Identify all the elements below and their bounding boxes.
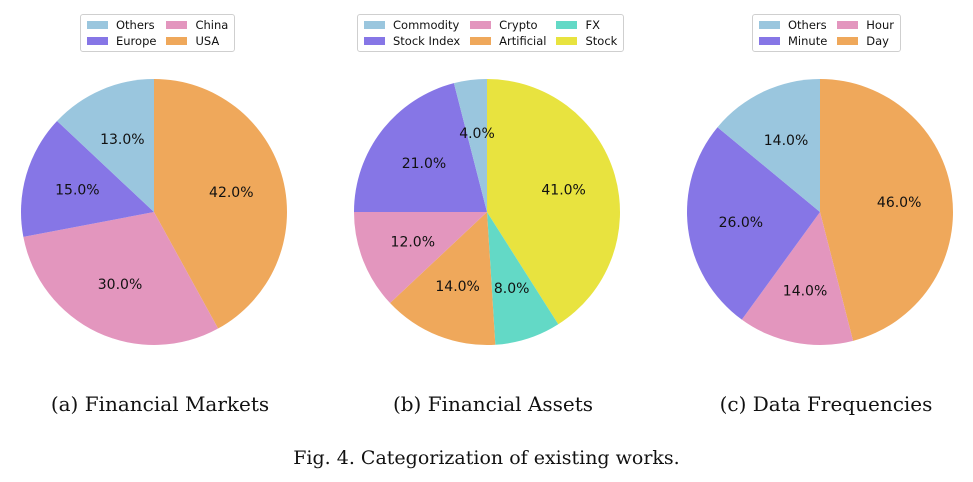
slice-percent-label: 14.0% xyxy=(783,283,827,299)
legend: Commodity Stock Index Crypto Artificial FX St… xyxy=(357,14,625,52)
slice-percent-label: 14.0% xyxy=(764,133,808,149)
legend: Others Europe China USA xyxy=(80,14,236,52)
pie-slice-stock xyxy=(487,79,621,325)
pie-slice-others xyxy=(57,79,154,212)
legend-label: China xyxy=(195,18,229,32)
pie-chart-financial-assets: Commodity Stock Index Crypto Artificial FX St… xyxy=(333,0,653,420)
legend-swatch xyxy=(759,37,780,45)
legend-item-crypto: Crypto xyxy=(470,17,546,33)
slice-percent-label: 14.0% xyxy=(435,279,479,295)
slice-percent-label: 26.0% xyxy=(719,215,763,231)
pie-svg: 46.0% 14.0% 26.0% 14.0% xyxy=(687,79,954,346)
pie-svg: 42.0% 30.0% 15.0% 13.0% xyxy=(21,79,288,346)
legend-item-day: Day xyxy=(837,33,894,49)
pie-slice-minute xyxy=(687,127,820,320)
slice-percent-label: 8.0% xyxy=(494,281,530,297)
slice-percent-label: 12.0% xyxy=(391,234,435,250)
legend-label: Crypto xyxy=(499,18,538,32)
legend: Others Minute Hour Day xyxy=(752,14,901,52)
figure-caption: Fig. 4. Categorization of existing works… xyxy=(293,447,680,469)
pie-slice-crypto xyxy=(354,212,487,304)
pie-slice-fx xyxy=(487,212,559,345)
legend-label: USA xyxy=(195,34,220,48)
legend-label: FX xyxy=(585,18,600,32)
legend-item-minute: Minute xyxy=(759,33,827,49)
legend-label: Commodity xyxy=(393,18,460,32)
legend-swatch xyxy=(364,21,385,29)
slice-percent-label: 15.0% xyxy=(55,183,99,199)
pie-svg: 41.0% 8.0% 14.0% 12.0% 21.0% 4.0% xyxy=(354,79,621,345)
legend-swatch xyxy=(837,37,859,45)
legend-item-stock-index: Stock Index xyxy=(364,33,460,49)
subcaption: (c) Data Frequencies xyxy=(719,392,933,416)
subcaption: (a) Financial Markets xyxy=(50,392,270,416)
slice-percent-label: 41.0% xyxy=(541,183,585,199)
legend-item-hour: Hour xyxy=(837,17,894,33)
legend-swatch xyxy=(556,37,578,45)
legend-label: Others xyxy=(788,18,827,32)
subcaption: (b) Financial Assets xyxy=(392,392,594,416)
legend-swatch xyxy=(556,21,578,29)
legend-item-commodity: Commodity xyxy=(364,17,460,33)
legend-item-artificial: Artificial xyxy=(470,33,546,49)
legend-swatch xyxy=(470,21,492,29)
pie-slice-stock-index xyxy=(354,83,487,212)
pie-slice-commodity xyxy=(453,79,487,212)
legend-item-others: Others xyxy=(87,17,156,33)
legend-swatch xyxy=(759,21,780,29)
legend-label: Artificial xyxy=(499,34,547,48)
legend-swatch xyxy=(87,21,108,29)
legend-label: Stock xyxy=(585,34,618,48)
pie-slice-artificial xyxy=(390,212,496,345)
legend-item-china: China xyxy=(166,17,228,33)
slice-percent-label: 13.0% xyxy=(100,132,144,148)
legend-item-usa: USA xyxy=(166,33,228,49)
legend-label: Minute xyxy=(788,34,828,48)
slice-percent-label: 46.0% xyxy=(877,195,921,211)
legend-label: Day xyxy=(866,34,889,48)
slice-percent-label: 4.0% xyxy=(459,126,495,142)
slice-percent-label: 21.0% xyxy=(402,156,446,172)
legend-label: Others xyxy=(116,18,155,32)
legend-swatch xyxy=(87,37,108,45)
slice-percent-label: 42.0% xyxy=(209,185,253,201)
pie-slice-china xyxy=(23,212,219,346)
legend-label: Europe xyxy=(116,34,157,48)
legend-label: Hour xyxy=(866,18,894,32)
legend-swatch xyxy=(470,37,492,45)
pie-slice-day xyxy=(820,79,954,341)
pie-slice-hour xyxy=(741,212,854,346)
pie-chart-data-frequencies: Others Minute Hour Day 46.0% 14.0% 26.0% 14.0%… xyxy=(666,0,973,420)
legend-swatch xyxy=(364,37,385,45)
pie-slice-europe xyxy=(21,120,154,237)
pie-slice-others xyxy=(717,79,820,212)
legend-swatch xyxy=(837,21,859,29)
legend-item-stock: Stock xyxy=(556,33,617,49)
pie-chart-financial-markets: Others Europe China USA 42.0% 30.0% 15.0% 13.0… xyxy=(0,0,320,420)
legend-swatch xyxy=(166,21,188,29)
slice-percent-label: 30.0% xyxy=(98,277,142,293)
legend-item-europe: Europe xyxy=(87,33,156,49)
legend-item-fx: FX xyxy=(556,17,617,33)
legend-label: Stock Index xyxy=(393,34,461,48)
legend-swatch xyxy=(166,37,188,45)
pie-slice-usa xyxy=(154,79,288,329)
legend-item-others: Others xyxy=(759,17,827,33)
